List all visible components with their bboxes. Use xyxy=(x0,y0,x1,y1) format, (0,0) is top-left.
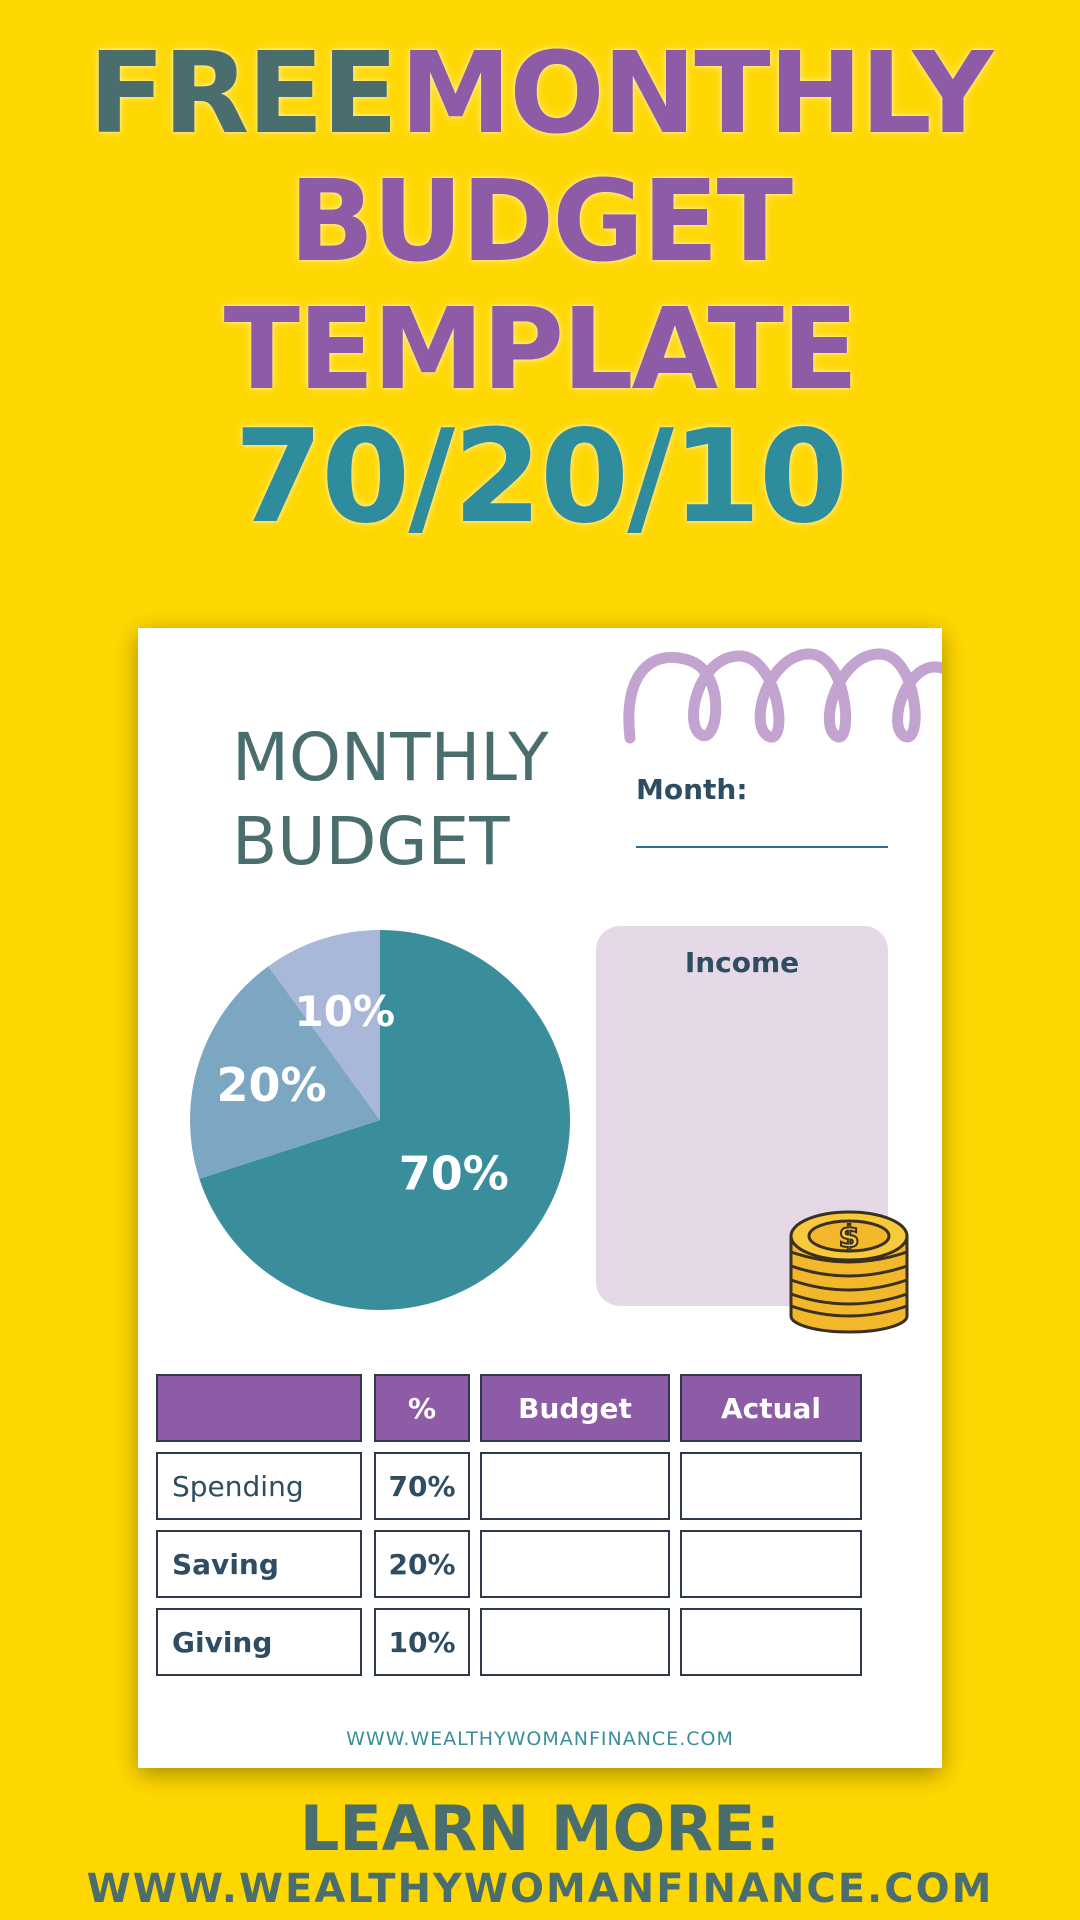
headline-ratio: 70/20/10 xyxy=(234,403,848,552)
table-row-spending-pct: 70% xyxy=(374,1452,470,1520)
pie-label-10: 10% xyxy=(295,987,396,1036)
table-row-saving-pct: 20% xyxy=(374,1530,470,1598)
table-row-saving-budget[interactable] xyxy=(480,1530,670,1598)
table-row-spending-budget[interactable] xyxy=(480,1452,670,1520)
template-title-line1: MONTHLY xyxy=(232,719,549,796)
table-row-spending-actual[interactable] xyxy=(680,1452,862,1520)
cta-url-link[interactable]: WWW.WEALTHYWOMANFINANCE.COM xyxy=(86,1866,994,1912)
table-header-blank xyxy=(156,1374,362,1442)
pie-slice-20 xyxy=(190,966,380,1179)
table-row-spending-name: Spending xyxy=(156,1452,362,1520)
svg-text:$: $ xyxy=(839,1220,860,1255)
table-row-saving-name: Saving xyxy=(156,1530,362,1598)
table-row-giving-actual[interactable] xyxy=(680,1608,862,1676)
headline-row-4: 70/20/10 xyxy=(0,414,1080,542)
pie-label-70: 70% xyxy=(399,1147,509,1201)
table-header-actual: Actual xyxy=(680,1374,862,1442)
table-row-giving-budget[interactable] xyxy=(480,1608,670,1676)
table-header-percent: % xyxy=(374,1374,470,1442)
headline-row-3: TEMPLATE xyxy=(0,286,1080,414)
template-footer-url: WWW.WEALTHYWOMANFINANCE.COM xyxy=(346,1728,734,1750)
cta-title: LEARN MORE: xyxy=(299,1792,781,1865)
pie-slice-70 xyxy=(199,930,570,1310)
template-title: MONTHLY BUDGET xyxy=(232,716,549,884)
table-row-giving-pct: 10% xyxy=(374,1608,470,1676)
coin-stack-icon: $ xyxy=(789,1210,909,1334)
headline-monthly: MONTHLY xyxy=(399,29,994,159)
income-label: Income xyxy=(684,946,800,979)
headline-row-1: FREE MONTHLY xyxy=(0,30,1080,158)
squiggle-icon xyxy=(623,648,942,744)
pie-label-20: 20% xyxy=(217,1058,327,1112)
pie-slice-10 xyxy=(268,930,380,1120)
month-input-line[interactable] xyxy=(636,846,888,848)
month-label: Month: xyxy=(636,773,748,806)
budget-template-card: MONTHLY BUDGET Month: 70% 20% 10% Income $… xyxy=(138,628,942,1768)
headline-row-2: BUDGET xyxy=(0,158,1080,286)
table-header-budget: Budget xyxy=(480,1374,670,1442)
table-row-saving-actual[interactable] xyxy=(680,1530,862,1598)
allocation-pie-chart: 70% 20% 10% xyxy=(190,930,570,1310)
headline-free: FREE xyxy=(88,29,399,159)
template-title-line2: BUDGET xyxy=(232,803,510,880)
table-row-giving-name: Giving xyxy=(156,1608,362,1676)
headline-template: TEMPLATE xyxy=(223,285,859,415)
headline: FREE MONTHLY BUDGET TEMPLATE 70/20/10 xyxy=(0,30,1080,542)
headline-budget: BUDGET xyxy=(288,157,793,287)
